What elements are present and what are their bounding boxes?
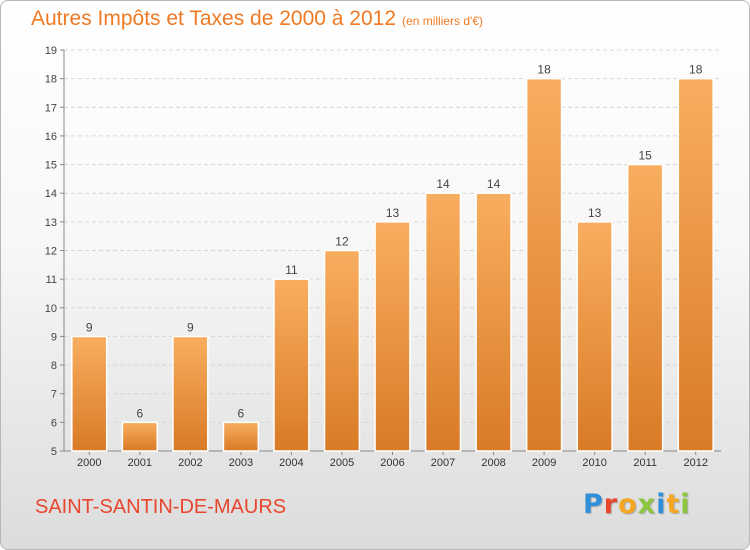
logo-letter: o (618, 489, 638, 520)
bar-value-label: 9 (86, 320, 93, 334)
x-tick-label: 2005 (330, 457, 354, 469)
logo-letter: i (656, 489, 667, 520)
bar (374, 221, 411, 452)
bar (525, 77, 563, 452)
bar-value-label: 6 (136, 406, 143, 420)
x-tick-label: 2010 (582, 457, 606, 469)
x-tick-label: 2008 (481, 457, 505, 469)
y-tick-label: 13 (45, 217, 57, 229)
chart-title: Autres Impôts et Taxes de 2000 à 2012 (en… (31, 7, 483, 31)
bar (576, 221, 613, 452)
y-tick-label: 12 (45, 246, 57, 258)
y-tick-label: 6 (51, 417, 57, 429)
logo-letter: i (680, 489, 691, 520)
y-tick-label: 15 (45, 160, 57, 172)
chart-subtitle: (en milliers d'€) (402, 14, 484, 28)
x-tick-label: 2012 (683, 457, 707, 469)
bar-value-label: 6 (238, 406, 245, 420)
proxiti-logo: Proxiti (583, 489, 691, 520)
bar (121, 421, 158, 452)
bar (475, 192, 512, 452)
x-tick-label: 2004 (279, 457, 303, 469)
bar-value-label: 18 (537, 63, 551, 77)
bar (222, 421, 260, 452)
y-tick-label: 9 (51, 331, 57, 343)
y-tick-label: 7 (51, 389, 57, 401)
y-tick-label: 17 (45, 102, 57, 114)
logo-letter: x (637, 489, 657, 520)
bar-value-label: 12 (335, 235, 349, 249)
logo-letter: r (603, 489, 619, 520)
x-tick-label: 2011 (633, 457, 657, 469)
x-tick-label: 2000 (77, 457, 101, 469)
bar (424, 192, 462, 452)
bars (71, 77, 714, 452)
bar-value-label: 14 (487, 177, 501, 191)
commune-name: SAINT-SANTIN-DE-MAURS (35, 496, 287, 518)
bar (172, 335, 209, 452)
y-tick-label: 19 (45, 45, 57, 57)
y-tick-label: 11 (46, 274, 57, 286)
bar-value-label: 18 (689, 63, 703, 77)
x-tick-label: 2002 (178, 457, 202, 469)
bar (273, 278, 310, 452)
bar (627, 163, 664, 452)
x-tick-label: 2003 (229, 457, 253, 469)
bar-value-label: 14 (436, 177, 450, 191)
logo-letter: P (583, 489, 604, 520)
y-tick-label: 18 (45, 74, 57, 86)
y-tick-label: 14 (45, 188, 57, 200)
bar-value-label: 11 (285, 263, 298, 277)
chart-title-text: Autres Impôts et Taxes de 2000 à 2012 (31, 7, 397, 30)
x-tick-label: 2006 (380, 457, 404, 469)
y-tick-label: 10 (45, 303, 57, 315)
x-tick-label: 2009 (532, 457, 556, 469)
bar (71, 335, 108, 452)
bar (323, 249, 361, 452)
x-tick-label: 2001 (128, 457, 152, 469)
y-tick-label: 8 (51, 360, 57, 372)
labels: 5 6 7 8 9 10 11 12 13 14 15 16 17 18 19 9 2000 6 2001 9 2002… (45, 45, 708, 469)
logo-letter: t (666, 489, 681, 520)
x-tick-label: 2007 (431, 457, 455, 469)
bar-value-label: 15 (639, 149, 653, 163)
bar (677, 77, 714, 452)
y-tick-label: 16 (45, 131, 57, 143)
bar-value-label: 9 (187, 320, 194, 334)
bar-value-label: 13 (386, 206, 400, 220)
bar-value-label: 13 (588, 206, 602, 220)
y-tick-label: 5 (51, 446, 57, 458)
